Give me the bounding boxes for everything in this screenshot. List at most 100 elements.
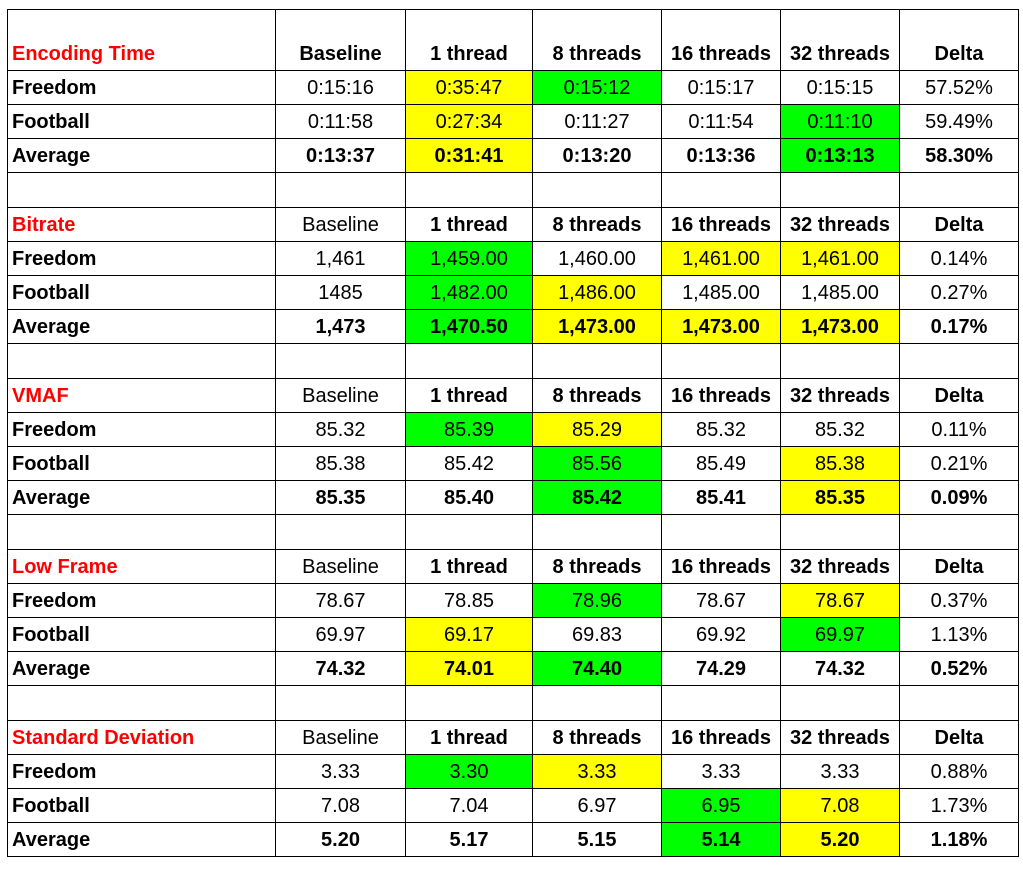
empty-cell bbox=[275, 514, 406, 550]
column-header: Baseline bbox=[275, 9, 406, 71]
section-header-row: VMAF Baseline 1 thread 8 threads 16 threads 3… bbox=[7, 378, 1019, 413]
table-cell: 58.30% bbox=[899, 138, 1019, 173]
table-cell: 1,461.00 bbox=[780, 241, 900, 276]
row-label: Freedom bbox=[7, 70, 276, 105]
empty-cell bbox=[899, 685, 1019, 721]
row-label: Average bbox=[7, 480, 276, 515]
spacer-row bbox=[7, 172, 1019, 208]
table-cell: 0.14% bbox=[899, 241, 1019, 276]
table-cell: 6.97 bbox=[532, 788, 662, 823]
empty-cell bbox=[532, 343, 662, 379]
table-cell: 85.41 bbox=[661, 480, 781, 515]
table-cell: 0:13:13 bbox=[780, 138, 900, 173]
table-row: Average 74.32 74.01 74.40 74.29 74.32 0.52% bbox=[7, 651, 1019, 686]
table-cell: 0:11:10 bbox=[780, 104, 900, 139]
column-header: 32 threads bbox=[780, 378, 900, 413]
table-row: Average 85.35 85.40 85.42 85.41 85.35 0.09% bbox=[7, 480, 1019, 515]
table-cell: 1,485.00 bbox=[661, 275, 781, 310]
column-header: 8 threads bbox=[532, 378, 662, 413]
column-header: 8 threads bbox=[532, 720, 662, 755]
table-cell: 1,459.00 bbox=[405, 241, 533, 276]
empty-cell bbox=[275, 685, 406, 721]
table-cell: 85.42 bbox=[532, 480, 662, 515]
empty-cell bbox=[405, 685, 533, 721]
row-label: Average bbox=[7, 651, 276, 686]
empty-cell bbox=[405, 514, 533, 550]
spacer-row bbox=[7, 343, 1019, 379]
table-cell: 0:11:27 bbox=[532, 104, 662, 139]
table-cell: 69.97 bbox=[780, 617, 900, 652]
table-cell: 85.32 bbox=[661, 412, 781, 447]
table-cell: 6.95 bbox=[661, 788, 781, 823]
column-header: Baseline bbox=[275, 549, 406, 584]
table-cell: 85.38 bbox=[780, 446, 900, 481]
table-cell: 0:35:47 bbox=[405, 70, 533, 105]
column-header: Baseline bbox=[275, 207, 406, 242]
column-header: Baseline bbox=[275, 378, 406, 413]
table-row: Average 0:13:37 0:31:41 0:13:20 0:13:36 0:13:… bbox=[7, 138, 1019, 173]
empty-cell bbox=[532, 172, 662, 208]
row-label: Football bbox=[7, 617, 276, 652]
section-title: Low Frame bbox=[7, 549, 276, 584]
table-cell: 78.96 bbox=[532, 583, 662, 618]
empty-cell bbox=[780, 685, 900, 721]
column-header: 16 threads bbox=[661, 207, 781, 242]
table-row: Football 69.97 69.17 69.83 69.92 69.97 1.13% bbox=[7, 617, 1019, 652]
table-cell: 78.67 bbox=[275, 583, 406, 618]
table-cell: 78.67 bbox=[780, 583, 900, 618]
table-row: Freedom 85.32 85.39 85.29 85.32 85.32 0.11% bbox=[7, 412, 1019, 447]
table-row: Freedom 78.67 78.85 78.96 78.67 78.67 0.37% bbox=[7, 583, 1019, 618]
column-header: 32 threads bbox=[780, 9, 900, 71]
section-header-row: Bitrate Baseline 1 thread 8 threads 16 threa… bbox=[7, 207, 1019, 242]
spacer-row bbox=[7, 685, 1019, 721]
empty-cell bbox=[661, 685, 781, 721]
empty-cell bbox=[780, 172, 900, 208]
table-cell: 74.40 bbox=[532, 651, 662, 686]
section-title: Encoding Time bbox=[7, 9, 276, 71]
table-cell: 78.67 bbox=[661, 583, 781, 618]
table-cell: 0.09% bbox=[899, 480, 1019, 515]
table-cell: 85.38 bbox=[275, 446, 406, 481]
empty-cell bbox=[405, 343, 533, 379]
table-cell: 0.88% bbox=[899, 754, 1019, 789]
column-header: 1 thread bbox=[405, 9, 533, 71]
table-cell: 0.11% bbox=[899, 412, 1019, 447]
table-cell: 0.17% bbox=[899, 309, 1019, 344]
table-row: Freedom 1,461 1,459.00 1,460.00 1,461.00 1,46… bbox=[7, 241, 1019, 276]
section-header-row: Standard Deviation Baseline 1 thread 8 thre… bbox=[7, 720, 1019, 755]
table-cell: 3.33 bbox=[780, 754, 900, 789]
table-cell: 5.17 bbox=[405, 822, 533, 857]
table-cell: 69.17 bbox=[405, 617, 533, 652]
table-cell: 69.97 bbox=[275, 617, 406, 652]
table-cell: 74.01 bbox=[405, 651, 533, 686]
table-cell: 1,470.50 bbox=[405, 309, 533, 344]
column-header: Delta bbox=[899, 207, 1019, 242]
section-header-row: Encoding Time Baseline 1 thread 8 threads 16… bbox=[7, 9, 1019, 71]
column-header: Delta bbox=[899, 378, 1019, 413]
table-cell: 59.49% bbox=[899, 104, 1019, 139]
empty-cell bbox=[7, 343, 276, 379]
column-header: 1 thread bbox=[405, 720, 533, 755]
table-cell: 1,473 bbox=[275, 309, 406, 344]
table-cell: 1,485.00 bbox=[780, 275, 900, 310]
empty-cell bbox=[405, 172, 533, 208]
row-label: Football bbox=[7, 446, 276, 481]
table-cell: 85.32 bbox=[275, 412, 406, 447]
row-label: Football bbox=[7, 104, 276, 139]
table-cell: 69.92 bbox=[661, 617, 781, 652]
table-cell: 74.32 bbox=[780, 651, 900, 686]
table-cell: 78.85 bbox=[405, 583, 533, 618]
empty-cell bbox=[275, 172, 406, 208]
table-cell: 0:13:20 bbox=[532, 138, 662, 173]
section-header-row: Low Frame Baseline 1 thread 8 threads 16 thr… bbox=[7, 549, 1019, 584]
column-header: 8 threads bbox=[532, 207, 662, 242]
column-header: 32 threads bbox=[780, 207, 900, 242]
table-cell: 1.73% bbox=[899, 788, 1019, 823]
section-title: VMAF bbox=[7, 378, 276, 413]
table-cell: 1,461.00 bbox=[661, 241, 781, 276]
table-cell: 0.27% bbox=[899, 275, 1019, 310]
column-header: 16 threads bbox=[661, 9, 781, 71]
table-cell: 7.08 bbox=[275, 788, 406, 823]
spacer-row bbox=[7, 514, 1019, 550]
table-cell: 0:15:12 bbox=[532, 70, 662, 105]
